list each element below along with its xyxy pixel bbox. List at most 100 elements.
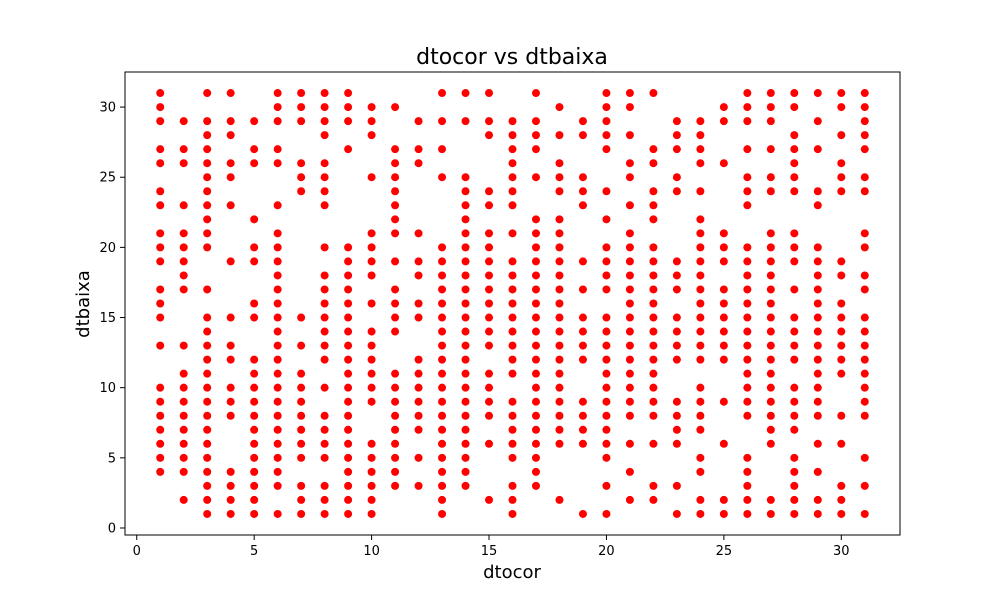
data-point [344, 397, 353, 406]
data-point [179, 495, 188, 504]
data-point [625, 271, 634, 280]
data-point [719, 159, 728, 168]
data-point [179, 271, 188, 280]
data-point [743, 397, 752, 406]
data-point [226, 411, 235, 420]
data-point [860, 411, 869, 420]
data-point [320, 425, 329, 434]
data-point [461, 173, 470, 182]
data-point [320, 355, 329, 364]
data-point [226, 313, 235, 322]
data-point [743, 243, 752, 252]
data-point [485, 187, 494, 196]
data-point [273, 313, 282, 322]
data-point [625, 285, 634, 294]
data-point [531, 481, 540, 490]
data-point [625, 159, 634, 168]
data-point [602, 509, 611, 518]
data-point [531, 271, 540, 280]
data-point [743, 271, 752, 280]
data-point [156, 341, 165, 350]
data-point [578, 425, 587, 434]
data-point [837, 131, 846, 140]
data-point [860, 131, 869, 140]
data-point [320, 131, 329, 140]
data-point [649, 243, 658, 252]
data-point [602, 285, 611, 294]
data-point [508, 509, 517, 518]
data-point [719, 397, 728, 406]
data-point [719, 299, 728, 308]
data-point [602, 215, 611, 224]
data-point [625, 103, 634, 112]
data-point [743, 509, 752, 518]
data-point [297, 341, 306, 350]
data-point [391, 257, 400, 266]
data-point [625, 299, 634, 308]
data-point [719, 285, 728, 294]
data-point [860, 509, 869, 518]
data-point [672, 341, 681, 350]
data-point [156, 201, 165, 210]
data-point [602, 481, 611, 490]
data-point [743, 89, 752, 98]
data-point [790, 187, 799, 196]
y-tick-label: 30 [99, 101, 116, 116]
data-point [649, 201, 658, 210]
data-point [578, 341, 587, 350]
data-point [226, 117, 235, 126]
data-point [367, 271, 376, 280]
data-point [602, 425, 611, 434]
data-point [696, 145, 705, 154]
data-point [766, 369, 775, 378]
data-point [485, 243, 494, 252]
data-point [696, 341, 705, 350]
data-point [344, 425, 353, 434]
data-point [344, 257, 353, 266]
data-point [391, 425, 400, 434]
data-point [837, 313, 846, 322]
data-point [273, 341, 282, 350]
data-point [578, 131, 587, 140]
data-point [461, 397, 470, 406]
data-point [790, 383, 799, 392]
data-point [461, 481, 470, 490]
data-point [531, 145, 540, 154]
chart-title: dtocor vs dtbaixa [416, 45, 608, 70]
data-point [696, 425, 705, 434]
data-point [273, 243, 282, 252]
data-point [625, 313, 634, 322]
data-point [250, 453, 259, 462]
data-point [179, 467, 188, 476]
data-point [743, 383, 752, 392]
data-point [719, 229, 728, 238]
data-point [813, 369, 822, 378]
data-point [226, 201, 235, 210]
data-point [485, 257, 494, 266]
data-point [485, 89, 494, 98]
data-point [461, 299, 470, 308]
data-points [156, 89, 869, 518]
data-point [391, 383, 400, 392]
data-point [438, 411, 447, 420]
data-point [461, 453, 470, 462]
data-point [203, 327, 212, 336]
data-point [203, 145, 212, 154]
data-point [414, 397, 423, 406]
data-point [438, 355, 447, 364]
data-point [555, 299, 564, 308]
data-point [250, 355, 259, 364]
data-point [461, 187, 470, 196]
data-point [531, 243, 540, 252]
data-point [297, 103, 306, 112]
data-point [743, 481, 752, 490]
data-point [508, 327, 517, 336]
data-point [344, 439, 353, 448]
data-point [156, 89, 165, 98]
data-point [485, 271, 494, 280]
data-point [367, 243, 376, 252]
data-point [766, 257, 775, 266]
data-point [273, 369, 282, 378]
data-point [813, 355, 822, 364]
data-point [625, 89, 634, 98]
